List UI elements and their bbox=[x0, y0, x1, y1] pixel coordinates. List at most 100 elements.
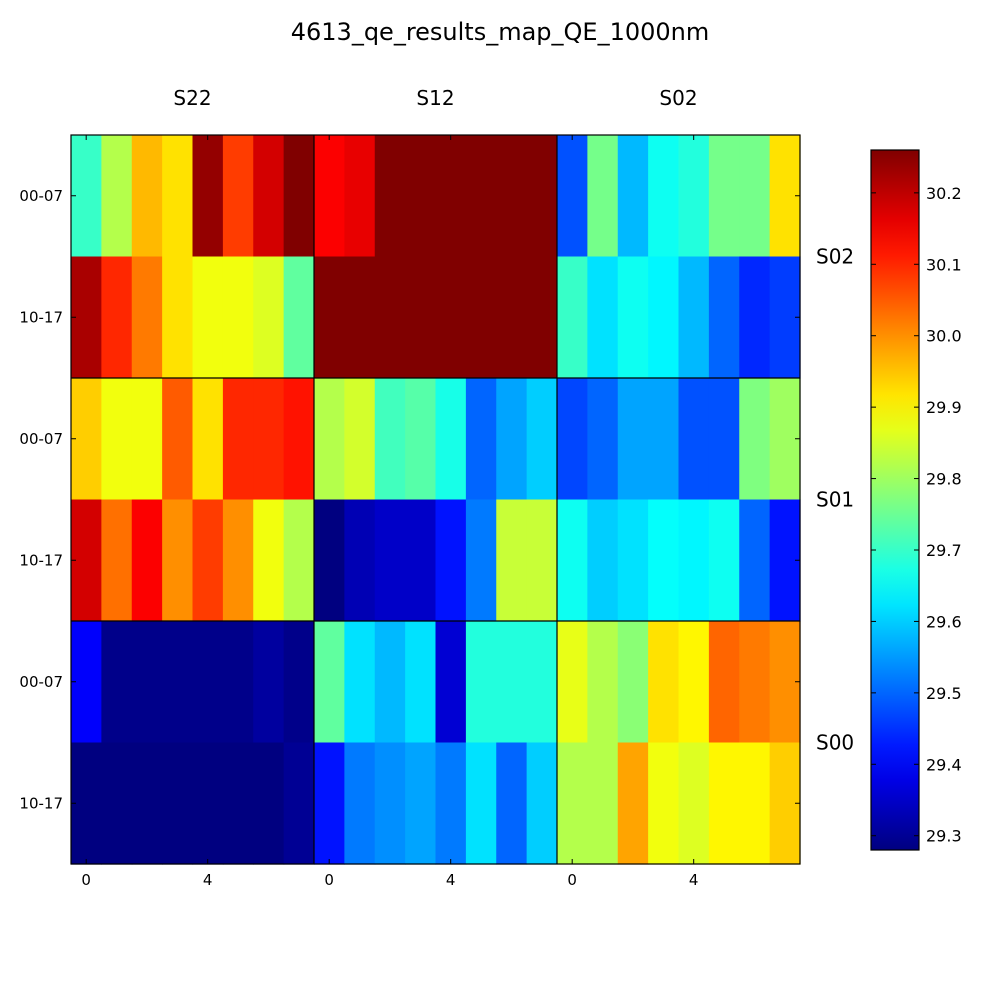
heatmap-cell bbox=[587, 621, 619, 744]
heatmap-cell bbox=[557, 378, 588, 501]
column-panel-label: S02 bbox=[659, 86, 697, 110]
heatmap-cell bbox=[162, 256, 194, 379]
heatmap-cell bbox=[678, 378, 710, 501]
heatmap-cell bbox=[557, 621, 588, 744]
heatmap-cell bbox=[465, 256, 497, 379]
heatmap-cell bbox=[557, 256, 588, 379]
column-panel-label: S22 bbox=[173, 86, 211, 110]
heatmap-cell bbox=[678, 742, 710, 865]
heatmap-cell bbox=[192, 135, 224, 258]
heatmap-cell bbox=[344, 621, 376, 744]
heatmap-cell bbox=[374, 378, 406, 501]
heatmap-cell bbox=[526, 256, 558, 379]
heatmap-cell bbox=[648, 621, 680, 744]
heatmap-cell bbox=[678, 499, 710, 622]
heatmap-cell bbox=[526, 378, 558, 501]
heatmap-cell bbox=[496, 621, 528, 744]
heatmap-cell bbox=[222, 256, 254, 379]
colorbar-tick-label: 29.4 bbox=[926, 755, 962, 774]
heatmap-cell bbox=[648, 499, 680, 622]
colorbar-tick-label: 29.6 bbox=[926, 612, 962, 631]
heatmap-cell bbox=[314, 742, 345, 865]
heatmap-cell bbox=[101, 135, 133, 258]
heatmap-cell bbox=[708, 135, 740, 258]
heatmap-cell bbox=[617, 499, 649, 622]
heatmap-cell bbox=[314, 499, 345, 622]
y-tick-label: 10-17 bbox=[19, 308, 63, 326]
heatmap-cell bbox=[283, 621, 315, 744]
heatmap-cell bbox=[587, 135, 619, 258]
heatmap-cell bbox=[435, 621, 467, 744]
heatmap-cell bbox=[617, 621, 649, 744]
heatmap-cell bbox=[435, 742, 467, 865]
heatmap-cell bbox=[192, 499, 224, 622]
heatmap-cell bbox=[71, 256, 102, 379]
heatmap-cell bbox=[465, 135, 497, 258]
heatmap-cell bbox=[283, 742, 315, 865]
row-panel-label: S00 bbox=[816, 731, 854, 755]
heatmap-cell bbox=[192, 256, 224, 379]
heatmap-cell bbox=[526, 621, 558, 744]
heatmap-cell bbox=[344, 135, 376, 258]
heatmap-cell bbox=[496, 742, 528, 865]
heatmap-cell bbox=[739, 499, 771, 622]
colorbar-tick-label: 29.5 bbox=[926, 684, 962, 703]
heatmap-cell bbox=[162, 742, 194, 865]
heatmap-cell bbox=[465, 378, 497, 501]
heatmap-cell bbox=[222, 499, 254, 622]
heatmap-cell bbox=[344, 378, 376, 501]
heatmap-cell bbox=[526, 742, 558, 865]
heatmap-cell bbox=[314, 135, 345, 258]
heatmap-cell bbox=[71, 742, 102, 865]
heatmap-cell bbox=[314, 621, 345, 744]
heatmap-cell bbox=[71, 135, 102, 258]
heatmap-cell bbox=[344, 499, 376, 622]
heatmap-cell bbox=[435, 499, 467, 622]
heatmap-cell bbox=[526, 135, 558, 258]
heatmap-cell bbox=[283, 378, 315, 501]
y-tick-label: 00-07 bbox=[19, 673, 63, 691]
heatmap-cell bbox=[435, 256, 467, 379]
heatmap-cell bbox=[405, 135, 437, 258]
heatmap-cell bbox=[344, 742, 376, 865]
heatmap-cell bbox=[739, 378, 771, 501]
heatmap-cell bbox=[405, 256, 437, 379]
heatmap-cell bbox=[557, 499, 588, 622]
heatmap-cell bbox=[314, 378, 345, 501]
colorbar-tick-label: 29.3 bbox=[926, 827, 962, 846]
x-tick-label: 0 bbox=[81, 871, 91, 889]
heatmap-cell bbox=[192, 742, 224, 865]
heatmap-cell bbox=[222, 621, 254, 744]
row-panel-label: S01 bbox=[816, 488, 854, 512]
heatmap-cell bbox=[162, 135, 194, 258]
heatmap-cell bbox=[374, 621, 406, 744]
heatmap-cell bbox=[162, 621, 194, 744]
heatmap-cell bbox=[222, 742, 254, 865]
heatmap-cell bbox=[253, 378, 285, 501]
heatmap-cell bbox=[739, 742, 771, 865]
y-tick-label: 00-07 bbox=[19, 430, 63, 448]
heatmap-cell bbox=[587, 256, 619, 379]
heatmap-cell bbox=[192, 378, 224, 501]
heatmap-cell bbox=[496, 256, 528, 379]
heatmap-cell bbox=[496, 499, 528, 622]
heatmap-cell bbox=[496, 378, 528, 501]
heatmap-cell bbox=[648, 378, 680, 501]
colorbar-tick-label: 29.7 bbox=[926, 541, 962, 560]
heatmap-cell bbox=[374, 499, 406, 622]
heatmap-cell bbox=[739, 256, 771, 379]
heatmap-cell bbox=[131, 135, 163, 258]
heatmap-cell bbox=[101, 378, 133, 501]
heatmap-cell bbox=[131, 256, 163, 379]
heatmap-cell bbox=[465, 742, 497, 865]
heatmap-cell bbox=[587, 378, 619, 501]
colorbar-tick-label: 29.8 bbox=[926, 470, 962, 489]
heatmap-cell bbox=[131, 499, 163, 622]
heatmap-cell bbox=[587, 499, 619, 622]
heatmap-cell bbox=[708, 621, 740, 744]
heatmap-cell bbox=[131, 742, 163, 865]
heatmap-cell bbox=[708, 499, 740, 622]
heatmap-cell bbox=[344, 256, 376, 379]
heatmap-cell bbox=[131, 621, 163, 744]
heatmap-cell bbox=[617, 256, 649, 379]
